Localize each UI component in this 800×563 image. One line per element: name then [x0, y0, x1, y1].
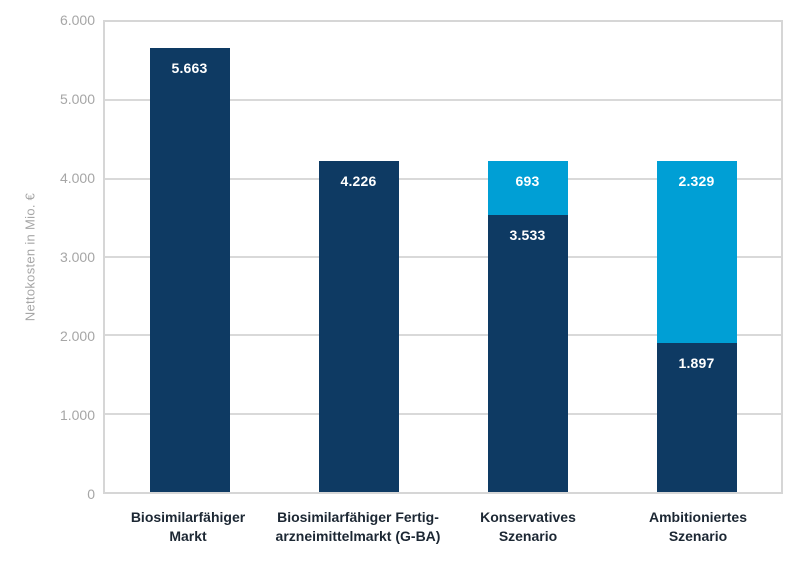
bar-value-label: 2.329 — [678, 172, 715, 189]
gridline — [105, 412, 781, 415]
gridline — [105, 334, 781, 337]
bar: 5.663 — [105, 22, 274, 492]
bar-value-label: 3.533 — [509, 227, 546, 244]
bar-segment-dark-segment: 3.533 — [487, 215, 568, 492]
y-tick-label: 2.000 — [59, 327, 95, 344]
gridline — [105, 177, 781, 180]
bar-segment-dark-segment: 5.663 — [149, 48, 230, 492]
x-axis: Biosimilarfähiger Markt Biosimilarfähiger … — [103, 508, 783, 546]
y-tick-label: 1.000 — [59, 407, 95, 423]
bar-value-label: 693 — [515, 172, 540, 189]
bar: 3.533 693 — [443, 22, 612, 492]
y-tick-label: 6.000 — [59, 12, 95, 28]
bar-segment-dark-segment: 1.897 — [656, 343, 737, 492]
bar-segment-light-segment: 2.329 — [656, 160, 737, 344]
y-tick-label: 3.000 — [59, 249, 95, 265]
x-category-label: Ambitioniertes Szenario — [648, 509, 747, 544]
gridline — [105, 256, 781, 258]
y-tick-label: 0 — [87, 486, 95, 502]
y-tick-label: 5.000 — [59, 90, 95, 107]
plot-area: 5.663 4.226 3.533 693 1.897 2.329 — [103, 20, 783, 494]
x-category-label: Biosimilarfähiger Fertig-arzneimittelmar… — [275, 509, 441, 544]
bar-value-label: 1.897 — [678, 355, 715, 372]
bar-value-label: 4.226 — [340, 172, 377, 189]
bar: 4.226 — [274, 22, 443, 492]
bar-value-label: 5.663 — [171, 60, 208, 77]
y-axis: 0 1.000 2.000 3.000 4.000 5.000 6.000 — [0, 12, 95, 502]
bar: 1.897 2.329 — [612, 22, 781, 492]
gridline — [105, 99, 781, 102]
y-tick-label: 4.000 — [59, 169, 95, 186]
x-category-label: Biosimilarfähiger Markt — [130, 509, 246, 544]
bars-container: 5.663 4.226 3.533 693 1.897 2.329 — [105, 22, 781, 492]
bar-segment-dark-segment: 4.226 — [318, 160, 399, 492]
x-category-label: Konservatives Szenario — [480, 509, 576, 544]
bar-segment-light-segment: 693 — [487, 160, 568, 216]
